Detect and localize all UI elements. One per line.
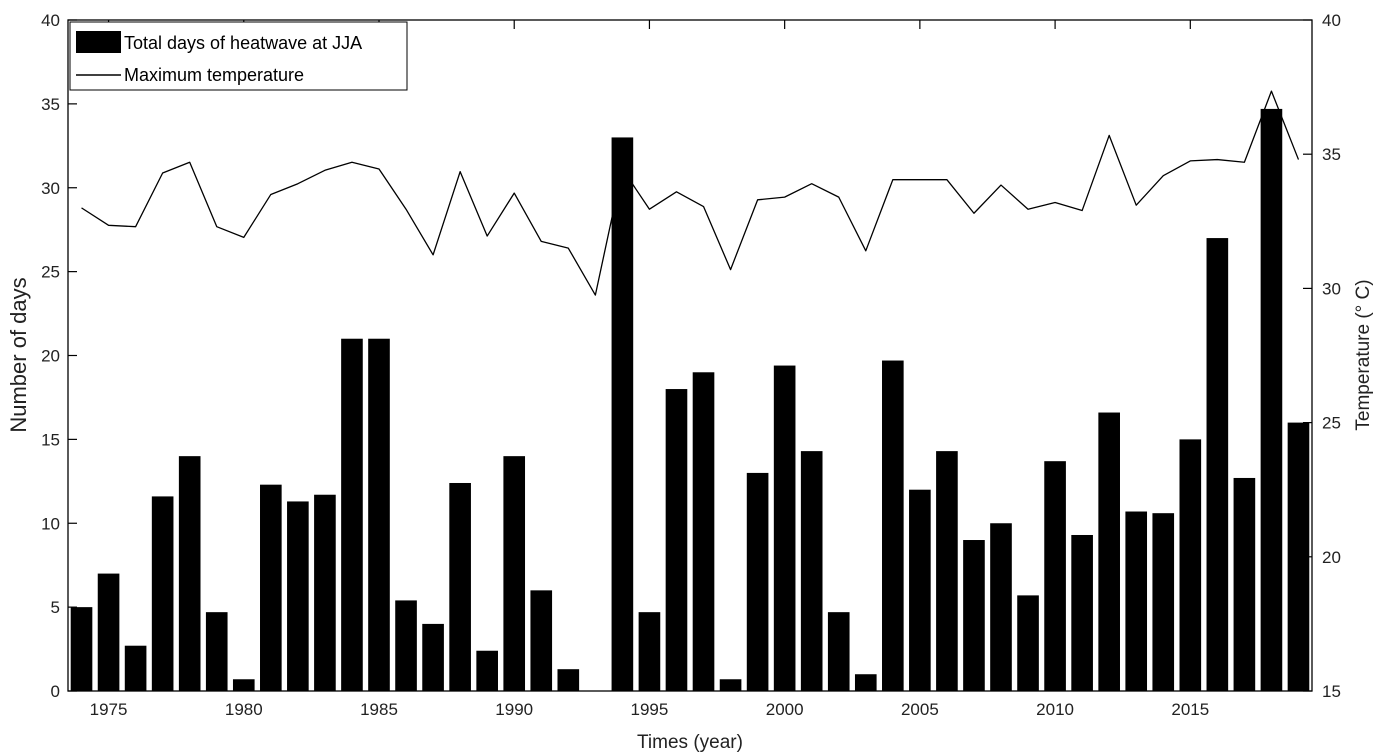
left-tick-label-10: 10 [41,514,60,533]
bar-1988 [449,482,471,691]
legend-label-heatwave: Total days of heatwave at JJA [124,33,362,53]
bar-1975 [97,573,120,691]
bar-1977 [151,496,174,691]
bar-1992 [557,669,580,691]
legend-label-max-temperature: Maximum temperature [124,65,304,85]
left-tick-label-40: 40 [41,11,60,30]
bar-2016 [1206,238,1229,691]
bars-layer [70,108,1310,692]
bar-1974 [70,607,93,692]
bar-2010 [1044,461,1066,691]
right-tick-label-40: 40 [1322,11,1341,30]
bar-2011 [1071,534,1093,691]
bar-2018 [1260,108,1283,691]
bar-1981 [260,484,282,691]
bar-2007 [963,540,985,691]
right-tick-label-30: 30 [1322,279,1341,298]
left-axis: 0 5 10 15 20 25 30 35 40 [41,11,77,701]
left-axis-title: Number of days [6,277,31,432]
x-tick-label-1985: 1985 [360,700,398,719]
bar-1979 [205,612,228,691]
bar-2004 [882,360,904,691]
x-tick-label-1980: 1980 [225,700,263,719]
bar-2001 [800,451,823,691]
x-tick-label-1995: 1995 [631,700,669,719]
max-temperature-line [81,90,1300,296]
right-axis: 15 20 25 30 35 40 [1303,11,1341,701]
bar-1999 [746,472,769,691]
left-tick-label-30: 30 [41,179,60,198]
legend: Total days of heatwave at JJA Maximum te… [69,21,408,91]
bar-2012 [1098,412,1120,691]
bar-2003 [854,674,877,691]
bar-1998 [719,679,742,691]
bar-1989 [476,650,498,691]
bar-1991 [530,590,553,691]
left-tick-label-5: 5 [51,598,60,617]
legend-swatch-bar [76,31,121,53]
bar-1994 [611,137,634,691]
bar-1987 [422,623,444,691]
bar-1976 [124,645,147,691]
bar-2002 [827,612,850,691]
bar-1995 [638,612,661,691]
x-tick-label-2000: 2000 [766,700,804,719]
bar-1996 [665,389,688,691]
x-axis: 1975 1980 1985 1990 1995 2000 2005 2010 2015 [90,20,1209,719]
bar-1984 [341,338,363,691]
right-tick-label-15: 15 [1322,682,1341,701]
left-tick-label-0: 0 [51,682,60,701]
bar-2013 [1125,511,1148,691]
right-tick-label-20: 20 [1322,548,1341,567]
bar-2014 [1152,513,1175,691]
x-tick-label-2005: 2005 [901,700,939,719]
legend-box [69,21,408,91]
right-tick-label-25: 25 [1322,414,1341,433]
x-tick-label-2010: 2010 [1036,700,1074,719]
bar-1986 [395,600,417,691]
bar-2017 [1233,477,1256,691]
line-layer [81,90,1300,296]
bar-1983 [314,494,336,691]
bar-2009 [1017,595,1039,691]
bar-1985 [368,338,390,691]
x-tick-label-1990: 1990 [495,700,533,719]
right-axis-title: Temperature (° C) [1353,279,1374,430]
bar-2006 [936,451,958,691]
left-tick-label-20: 20 [41,347,60,366]
x-axis-title: Times (year) [637,732,743,753]
x-tick-label-1975: 1975 [90,700,128,719]
bar-2005 [909,489,931,691]
bar-1990 [503,456,526,691]
bar-2019 [1287,422,1310,691]
bar-1982 [287,501,309,691]
bar-1978 [178,456,201,691]
bar-2000 [773,365,796,691]
bar-2008 [990,523,1012,691]
right-tick-label-35: 35 [1322,145,1341,164]
left-tick-label-35: 35 [41,95,60,114]
bar-1997 [692,372,715,691]
x-tick-label-2015: 2015 [1171,700,1209,719]
left-tick-label-15: 15 [41,430,60,449]
left-tick-label-25: 25 [41,263,60,282]
bar-2015 [1179,439,1202,692]
